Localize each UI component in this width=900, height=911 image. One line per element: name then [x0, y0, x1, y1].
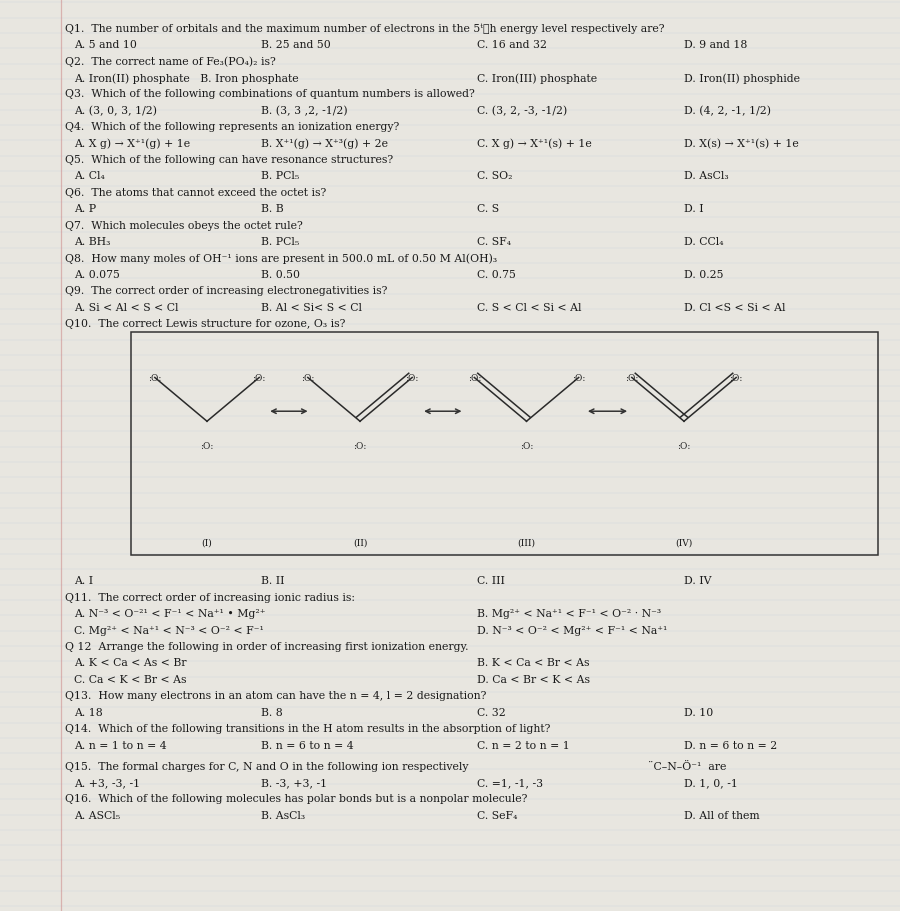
Text: C. X g) → X⁺¹(s) + 1e: C. X g) → X⁺¹(s) + 1e [477, 138, 592, 149]
Text: B. 8: B. 8 [261, 707, 283, 717]
Text: (I): (I) [202, 537, 212, 547]
Text: A. P: A. P [74, 204, 96, 214]
Text: :O:: :O: [678, 442, 690, 451]
Text: Q 12  Arrange the following in order of increasing first ionization energy.: Q 12 Arrange the following in order of i… [65, 641, 468, 651]
Text: C. SO₂: C. SO₂ [477, 171, 512, 181]
Text: D. AsCl₃: D. AsCl₃ [684, 171, 729, 181]
Text: D. All of them: D. All of them [684, 810, 760, 820]
Text: B. PCl₅: B. PCl₅ [261, 171, 299, 181]
Text: A. X g) → X⁺¹(g) + 1e: A. X g) → X⁺¹(g) + 1e [74, 138, 190, 149]
Text: :O:: :O: [354, 442, 366, 451]
Text: C. Mg²⁺ < Na⁺¹ < N⁻³ < O⁻² < F⁻¹: C. Mg²⁺ < Na⁺¹ < N⁻³ < O⁻² < F⁻¹ [74, 625, 264, 635]
Text: C. 0.75: C. 0.75 [477, 270, 516, 280]
Text: D. Cl <S < Si < Al: D. Cl <S < Si < Al [684, 302, 786, 312]
Text: B. X⁺¹(g) → X⁺³(g) + 2e: B. X⁺¹(g) → X⁺³(g) + 2e [261, 138, 388, 149]
Text: Q4.  Which of the following represents an ionization energy?: Q4. Which of the following represents an… [65, 122, 399, 132]
Text: D. I: D. I [684, 204, 704, 214]
Text: :O:: :O: [201, 442, 213, 451]
Text: D. (4, 2, -1, 1/2): D. (4, 2, -1, 1/2) [684, 106, 771, 116]
Text: Q3.  Which of the following combinations of quantum numbers is allowed?: Q3. Which of the following combinations … [65, 89, 474, 99]
Text: B. 0.50: B. 0.50 [261, 270, 300, 280]
Text: A. n = 1 to n = 4: A. n = 1 to n = 4 [74, 740, 166, 750]
Text: (IV): (IV) [675, 537, 693, 547]
Text: B. (3, 3 ,2, -1/2): B. (3, 3 ,2, -1/2) [261, 106, 347, 116]
Text: D. 10: D. 10 [684, 707, 713, 717]
Text: A. (3, 0, 3, 1/2): A. (3, 0, 3, 1/2) [74, 106, 157, 116]
Text: B. B: B. B [261, 204, 284, 214]
Text: D. 1, 0, -1: D. 1, 0, -1 [684, 777, 738, 787]
Text: A. N⁻³ < O⁻²¹ < F⁻¹ < Na⁺¹ • Mg²⁺: A. N⁻³ < O⁻²¹ < F⁻¹ < Na⁺¹ • Mg²⁺ [74, 609, 265, 619]
Text: :O:: :O: [302, 374, 314, 383]
Bar [130, 333, 878, 556]
Text: A. I: A. I [74, 576, 93, 586]
Text: B. II: B. II [261, 576, 284, 586]
Text: B. n = 6 to n = 4: B. n = 6 to n = 4 [261, 740, 354, 750]
Text: B. PCl₅: B. PCl₅ [261, 237, 299, 247]
Text: A. BH₃: A. BH₃ [74, 237, 110, 247]
Text: :O:: :O: [730, 374, 742, 383]
Text: Q7.  Which molecules obeys the octet rule?: Q7. Which molecules obeys the octet rule… [65, 220, 302, 230]
Text: C. S < Cl < Si < Al: C. S < Cl < Si < Al [477, 302, 581, 312]
Text: C. S: C. S [477, 204, 500, 214]
Text: C. Ca < K < Br < As: C. Ca < K < Br < As [74, 674, 186, 684]
Text: Q10.  The correct Lewis structure for ozone, O₃ is?: Q10. The correct Lewis structure for ozo… [65, 319, 346, 329]
Text: C. (3, 2, -3, -1/2): C. (3, 2, -3, -1/2) [477, 106, 567, 116]
Text: D. Iron(II) phosphide: D. Iron(II) phosphide [684, 73, 800, 84]
Text: (II): (II) [353, 537, 367, 547]
Text: D. n = 6 to n = 2: D. n = 6 to n = 2 [684, 740, 778, 750]
Text: D. IV: D. IV [684, 576, 712, 586]
Text: B. -3, +3, -1: B. -3, +3, -1 [261, 777, 327, 787]
Text: A. ASCl₅: A. ASCl₅ [74, 810, 120, 820]
Text: D. N⁻³ < O⁻² < Mg²⁺ < F⁻¹ < Na⁺¹: D. N⁻³ < O⁻² < Mg²⁺ < F⁻¹ < Na⁺¹ [477, 625, 668, 635]
Text: Q9.  The correct order of increasing electronegativities is?: Q9. The correct order of increasing elec… [65, 286, 387, 296]
Text: :O:: :O: [520, 442, 533, 451]
Text: Q2.  The correct name of Fe₃(PO₄)₂ is?: Q2. The correct name of Fe₃(PO₄)₂ is? [65, 56, 275, 67]
Text: C. Iron(III) phosphate: C. Iron(III) phosphate [477, 73, 597, 84]
Text: Q14.  Which of the following transitions in the H atom results in the absorption: Q14. Which of the following transitions … [65, 723, 550, 733]
Text: A. Cl₄: A. Cl₄ [74, 171, 104, 181]
Text: A. 18: A. 18 [74, 707, 103, 717]
Text: C. =1, -1, -3: C. =1, -1, -3 [477, 777, 543, 787]
Text: B. AsCl₃: B. AsCl₃ [261, 810, 305, 820]
Text: (III): (III) [518, 537, 536, 547]
Text: :O:: :O: [626, 374, 638, 383]
Text: Q5.  Which of the following can have resonance structures?: Q5. Which of the following can have reso… [65, 155, 393, 165]
Text: Q11.  The correct order of increasing ionic radius is:: Q11. The correct order of increasing ion… [65, 592, 355, 602]
Text: C. n = 2 to n = 1: C. n = 2 to n = 1 [477, 740, 570, 750]
Text: Q16.  Which of the following molecules has polar bonds but is a nonpolar molecul: Q16. Which of the following molecules ha… [65, 793, 527, 804]
Text: A. Iron(II) phosphate   B. Iron phosphate: A. Iron(II) phosphate B. Iron phosphate [74, 73, 299, 84]
Text: C. SF₄: C. SF₄ [477, 237, 511, 247]
Text: B. Mg²⁺ < Na⁺¹ < F⁻¹ < O⁻² · N⁻³: B. Mg²⁺ < Na⁺¹ < F⁻¹ < O⁻² · N⁻³ [477, 609, 662, 619]
Text: :O:: :O: [406, 374, 419, 383]
Text: D. 0.25: D. 0.25 [684, 270, 724, 280]
Text: :O:: :O: [572, 374, 585, 383]
Text: C. SeF₄: C. SeF₄ [477, 810, 517, 820]
Text: B. K < Ca < Br < As: B. K < Ca < Br < As [477, 658, 590, 668]
Text: Q13.  How many electrons in an atom can have the n = 4, l = 2 designation?: Q13. How many electrons in an atom can h… [65, 691, 486, 701]
Text: :O:: :O: [253, 374, 266, 383]
Text: D. 9 and 18: D. 9 and 18 [684, 40, 747, 50]
Text: D. CCl₄: D. CCl₄ [684, 237, 724, 247]
Text: Q1.  The number of orbitals and the maximum number of electrons in the 5ᵗ˾h ener: Q1. The number of orbitals and the maxim… [65, 24, 664, 35]
Text: A. 0.075: A. 0.075 [74, 270, 120, 280]
Text: Q6.  The atoms that cannot exceed the octet is?: Q6. The atoms that cannot exceed the oct… [65, 188, 326, 198]
Text: D. X(s) → X⁺¹(s) + 1e: D. X(s) → X⁺¹(s) + 1e [684, 138, 799, 148]
Text: B. Al < Si< S < Cl: B. Al < Si< S < Cl [261, 302, 362, 312]
Text: B. 25 and 50: B. 25 and 50 [261, 40, 331, 50]
Text: C. 16 and 32: C. 16 and 32 [477, 40, 547, 50]
Text: A. Si < Al < S < Cl: A. Si < Al < S < Cl [74, 302, 178, 312]
Text: Q8.  How many moles of OH⁻¹ ions are present in 500.0 mL of 0.50 M Al(OH)₃: Q8. How many moles of OH⁻¹ ions are pres… [65, 253, 497, 264]
Text: A. K < Ca < As < Br: A. K < Ca < As < Br [74, 658, 186, 668]
Text: D. Ca < Br < K < As: D. Ca < Br < K < As [477, 674, 590, 684]
Text: :O:: :O: [468, 374, 481, 383]
Text: C. 32: C. 32 [477, 707, 506, 717]
Text: A. 5 and 10: A. 5 and 10 [74, 40, 137, 50]
Text: :O:: :O: [148, 374, 161, 383]
Text: C. III: C. III [477, 576, 505, 586]
Text: Q15.  The formal charges for C, N and O in the following ion respectively: Q15. The formal charges for C, N and O i… [65, 761, 468, 771]
Text: A. +3, -3, -1: A. +3, -3, -1 [74, 777, 140, 787]
Text: ¨C–N–Ö⁻¹  are: ¨C–N–Ö⁻¹ are [648, 761, 726, 771]
